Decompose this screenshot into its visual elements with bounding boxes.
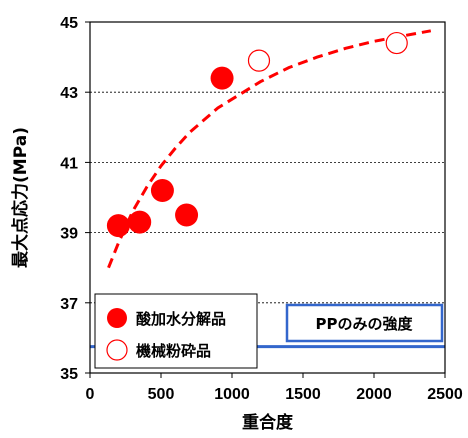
data-point-acid-hydrolysis [150, 178, 174, 202]
y-tick-label: 41 [60, 155, 78, 172]
legend-marker-mechanical [106, 339, 128, 361]
data-point-mechanical-grind [385, 31, 408, 55]
grid-lines [90, 91, 445, 304]
y-tick-label: 39 [60, 226, 78, 243]
x-tick-label: 1000 [214, 386, 250, 403]
y-tick-label: 37 [60, 296, 78, 313]
data-point-acid-hydrolysis [128, 210, 152, 234]
x-axis-ticks: 0 500 1000 1500 2000 2500 [86, 373, 463, 403]
legend: 酸加水分解品 機械粉砕品 [94, 293, 258, 369]
x-tick-label: 2500 [427, 386, 463, 403]
trend-line [107, 29, 432, 269]
pp-reference-label: PPのみの強度 [316, 315, 414, 333]
pp-reference-box: PPのみの強度 [285, 303, 444, 343]
legend-label-acid: 酸加水分解品 [136, 310, 226, 328]
trend-curve [107, 29, 432, 269]
data-points [106, 31, 408, 238]
y-axis-ticks: 35 37 39 41 43 45 [60, 15, 90, 383]
data-point-acid-hydrolysis [175, 203, 199, 227]
data-point-acid-hydrolysis [106, 214, 130, 238]
legend-label-mechanical: 機械粉砕品 [136, 342, 211, 360]
x-tick-label: 500 [148, 386, 175, 403]
x-tick-label: 1500 [285, 386, 321, 403]
legend-marker-acid [107, 308, 127, 328]
y-axis-title: 最大点応力(MPa) [10, 127, 31, 268]
x-axis-title: 重合度 [242, 412, 294, 433]
x-tick-label: 0 [86, 386, 95, 403]
y-tick-label: 45 [60, 15, 78, 32]
plot-frame [89, 21, 446, 374]
data-point-mechanical-grind [247, 49, 271, 72]
data-point-acid-hydrolysis [210, 66, 234, 90]
y-tick-label: 35 [60, 366, 78, 383]
y-tick-label: 43 [60, 85, 78, 102]
x-tick-label: 2000 [356, 386, 392, 403]
